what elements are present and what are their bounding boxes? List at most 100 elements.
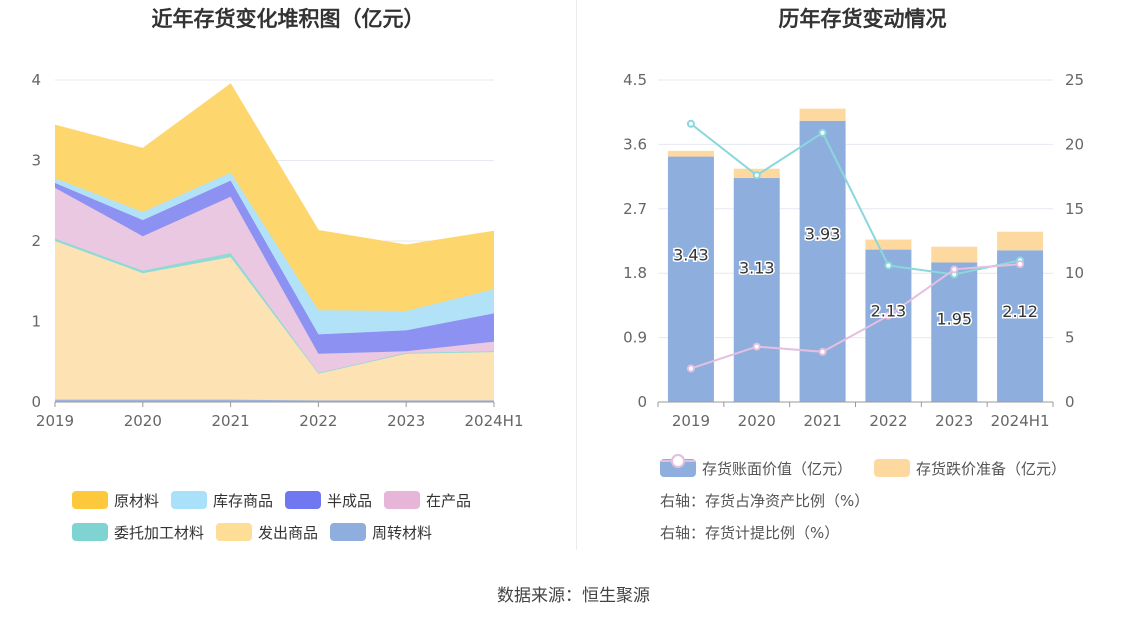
left-chart-panel: 近年存货变化堆积图（亿元） 0 1 2 3 4 2019 2020 2021 2022 2023 2…	[0, 0, 576, 550]
left-x-tick-label: 2020	[124, 412, 162, 430]
right-y-right-tick-label: 25	[1065, 71, 1084, 89]
legend-label: 半成品	[327, 491, 373, 510]
legend-item[interactable]: 右轴：存货计提比例（%）	[660, 454, 840, 543]
legend-item[interactable]: 库存商品	[171, 490, 273, 511]
left-x-tick-label: 2023	[387, 412, 425, 430]
right-x-tick-label: 2019	[672, 412, 710, 430]
right-y-left-tick-label: 3.6	[623, 135, 647, 153]
legend-item[interactable]: 周转材料	[330, 522, 432, 543]
bar-book-value	[799, 120, 846, 402]
area-edge-原材料	[54, 83, 495, 246]
legend-label: 右轴：存货计提比例（%）	[660, 523, 840, 542]
left-x-tick-label: 2024H1	[465, 412, 524, 430]
area-原材料	[55, 84, 494, 311]
area-在产品	[55, 187, 494, 373]
right-legend-row: 存货账面价值（亿元） 存货跌价准备（亿元）	[660, 452, 1088, 484]
bar-data-label: 3.43	[673, 246, 709, 265]
line-point	[818, 347, 827, 356]
legend-label: 周转材料	[372, 523, 433, 542]
right-y-left-tick-label: 0	[637, 393, 647, 411]
right-y-right-tick-label: 20	[1065, 135, 1084, 153]
left-y-tick-label: 0	[31, 393, 41, 411]
right-y-right-tick-label: 15	[1065, 200, 1084, 218]
legend-item[interactable]: 右轴：存货占净资产比例（%）	[660, 454, 870, 511]
panel-divider	[576, 0, 577, 550]
area-周转材料	[55, 399, 494, 402]
legend-line-icon	[661, 454, 695, 468]
right-legend-row: 右轴：存货计提比例（%）	[660, 454, 1088, 548]
stacked-area-chart: 0 1 2 3 4 2019 2020 2021 2022 2023 2024H1	[31, 71, 524, 430]
left-y-tick-label: 1	[31, 313, 41, 331]
legend-item[interactable]: 存货跌价准备（亿元）	[874, 458, 1066, 479]
line-inventory-to-net-assets	[690, 123, 1021, 276]
legend-swatch	[72, 491, 108, 509]
right-y-right-tick-label: 10	[1065, 264, 1084, 282]
right-chart-legend: 存货账面价值（亿元） 存货跌价准备（亿元） 右轴：存货占净资产比例（%） 右轴：存货计…	[660, 452, 1088, 548]
left-y-tick-label: 4	[31, 71, 41, 89]
legend-item[interactable]: 在产品	[384, 490, 471, 511]
bar-book-value	[733, 178, 780, 402]
bar-impairment-reserve	[667, 150, 714, 157]
bar-line-combo-chart: 0 0.9 1.8 2.7 3.6 4.5 0 5 10 15 20 25 2019 2020 2021 20…	[623, 71, 1084, 430]
bar-data-label: 3.13	[739, 259, 775, 278]
bar-data-label: 1.95	[936, 309, 972, 328]
area-半成品	[55, 180, 494, 354]
line-point	[686, 119, 695, 128]
area-发出商品	[55, 241, 494, 401]
line-point	[752, 342, 761, 351]
left-legend-row: 委托加工材料 发出商品 周转材料	[72, 516, 552, 548]
right-x-tick-label: 2023	[935, 412, 973, 430]
right-x-tick-label: 2024H1	[991, 412, 1050, 430]
bar-data-label: 3.93	[805, 224, 841, 243]
right-y-right-tick-label: 5	[1065, 329, 1075, 347]
bar-impairment-reserve	[799, 108, 846, 121]
bar-impairment-reserve	[997, 231, 1044, 251]
bar-book-value	[997, 250, 1044, 402]
left-x-tick-label: 2019	[36, 412, 74, 430]
right-y-right-tick-label: 0	[1065, 393, 1075, 411]
bar-impairment-reserve	[931, 246, 978, 263]
legend-swatch	[285, 491, 322, 509]
left-x-tick-label: 2021	[212, 412, 250, 430]
legend-swatch	[171, 491, 208, 509]
bar-data-label: 2.12	[1002, 302, 1038, 321]
left-chart-legend: 原材料 库存商品 半成品 在产品委托加工材料 发出商品 周转材料	[72, 484, 552, 548]
line-point	[818, 128, 827, 137]
right-x-tick-label: 2021	[803, 412, 841, 430]
left-x-tick-label: 2022	[299, 412, 337, 430]
legend-label: 原材料	[114, 491, 160, 510]
legend-label: 存货跌价准备（亿元）	[916, 459, 1067, 478]
right-legend-row: 右轴：存货占净资产比例（%）	[660, 454, 1088, 516]
line-point	[752, 171, 761, 180]
legend-item[interactable]: 原材料	[72, 490, 159, 511]
legend-label: 委托加工材料	[114, 523, 205, 542]
bar-book-value	[931, 262, 978, 402]
legend-label: 在产品	[426, 491, 472, 510]
line-provision-ratio	[690, 263, 1021, 370]
legend-swatch	[384, 491, 421, 509]
right-y-left-tick-label: 2.7	[623, 200, 647, 218]
right-y-left-tick-label: 0.9	[623, 329, 647, 347]
right-chart-panel: 历年存货变动情况 0 0.9 1.8 2.7 3.6 4.5 0 5 10 15 20 25 2019 2…	[578, 0, 1147, 550]
bar-data-label: 2.13	[871, 302, 907, 321]
legend-item[interactable]: 委托加工材料	[72, 522, 204, 543]
right-y-left-tick-label: 1.8	[623, 264, 647, 282]
right-x-tick-label: 2022	[869, 412, 907, 430]
legend-swatch	[874, 459, 911, 477]
legend-swatch	[330, 523, 367, 541]
legend-item[interactable]: 发出商品	[216, 522, 318, 543]
left-y-tick-label: 3	[31, 152, 41, 170]
legend-label: 右轴：存货占净资产比例（%）	[660, 491, 870, 510]
bar-impairment-reserve	[865, 239, 912, 250]
line-point	[950, 265, 959, 274]
line-point	[884, 311, 893, 320]
legend-label: 库存商品	[213, 491, 274, 510]
area-库存商品	[55, 172, 494, 335]
legend-item[interactable]: 半成品	[285, 490, 372, 511]
left-chart-title: 近年存货变化堆积图（亿元）	[151, 7, 425, 31]
legend-swatch	[72, 523, 108, 541]
legend-swatch	[216, 523, 253, 541]
left-y-tick-label: 2	[31, 232, 41, 250]
right-chart-title: 历年存货变动情况	[778, 7, 947, 31]
bar-book-value	[667, 156, 714, 402]
